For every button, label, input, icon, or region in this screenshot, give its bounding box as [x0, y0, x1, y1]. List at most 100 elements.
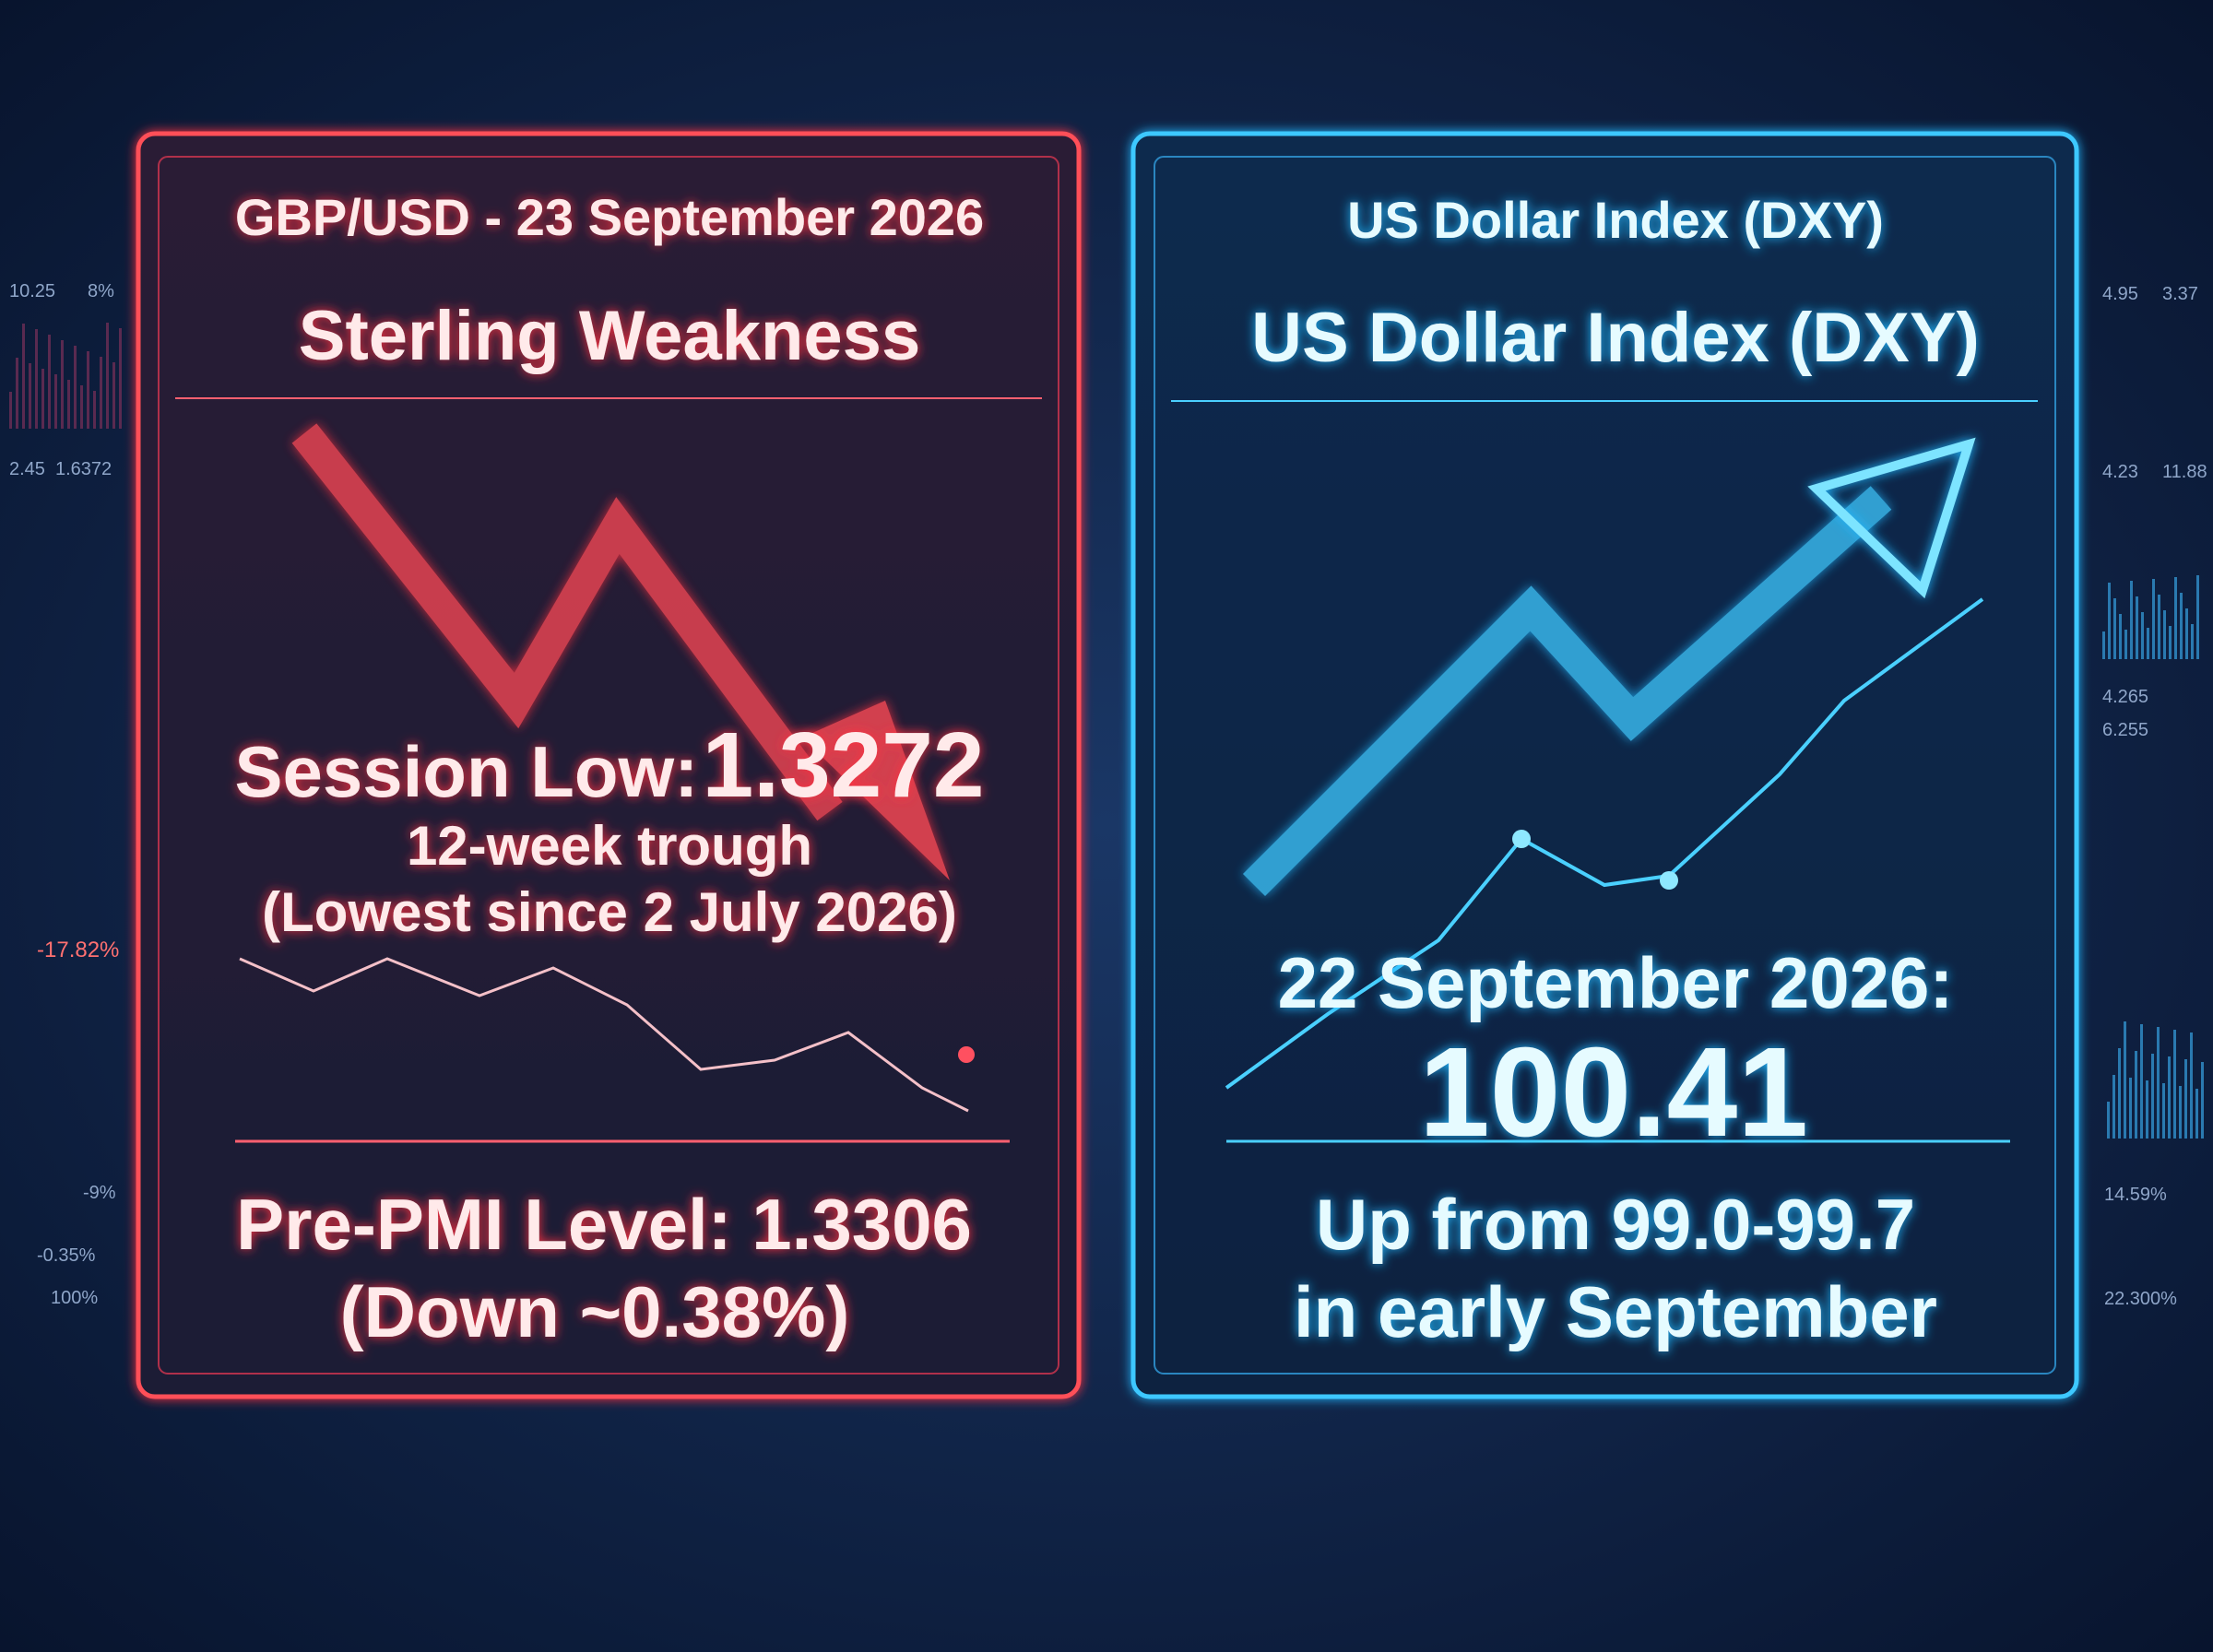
decor-bar: [2107, 1102, 2110, 1139]
decor-bar: [2151, 1054, 2154, 1139]
change: (Down ~0.38%): [340, 1271, 850, 1352]
side-figure: -17.82%: [37, 938, 119, 962]
value: 100.41: [1419, 1021, 1808, 1163]
decor-bar: [2140, 1024, 2143, 1139]
decor-bar: [16, 358, 18, 429]
side-figure: -0.35%: [37, 1245, 96, 1266]
side-figure: -9%: [83, 1183, 116, 1203]
side-figure: 3.37: [2162, 284, 2198, 304]
decor-bar: [112, 362, 115, 429]
side-figure: 4.23: [2102, 462, 2138, 482]
decor-bar: [2102, 631, 2105, 659]
decor-bar: [2191, 624, 2194, 659]
side-figure: 4.95: [2102, 284, 2138, 304]
decor-bar: [2180, 593, 2183, 659]
decor-bar: [61, 340, 64, 429]
decor-bar: [2108, 583, 2111, 659]
decor-bar: [35, 329, 38, 429]
decor-bar: [2201, 1062, 2204, 1139]
decor-bar: [2168, 1056, 2171, 1139]
note: (Lowest since 2 July 2026): [262, 881, 957, 943]
side-figure: 4.265: [2102, 687, 2148, 707]
decor-bar: [2190, 1032, 2193, 1139]
panel-left: [136, 131, 1082, 1399]
side-figure: 1.6372: [55, 459, 112, 479]
range: Up from 99.0-99.7: [1316, 1184, 1915, 1265]
decor-bar: [100, 357, 102, 429]
decor-bar: [87, 351, 89, 429]
decor-bar: [2124, 630, 2127, 659]
decor-bar: [2135, 1051, 2137, 1139]
decor-bar: [2129, 1078, 2132, 1139]
panel-header: GBP/USD - 23 September 2026: [235, 188, 984, 246]
decor-bar: [2173, 1030, 2176, 1139]
side-figure: 10.25: [9, 281, 55, 301]
range: in early September: [1294, 1271, 1937, 1352]
note: 12-week trough: [407, 815, 812, 877]
decor-bar: [67, 380, 70, 429]
decor-bar: [2179, 1086, 2182, 1139]
panel-header: US Dollar Index (DXY): [1347, 191, 1884, 249]
decor-bar: [2158, 595, 2160, 659]
decor-bar: [2118, 1048, 2121, 1139]
panel-title: US Dollar Index (DXY): [1251, 299, 1980, 377]
session-low: Session Low: 1.3272: [234, 714, 984, 817]
decor-bar: [2146, 1080, 2148, 1139]
panel-title: Sterling Weakness: [299, 297, 920, 375]
decor-bar: [2196, 575, 2199, 659]
decor-bar: [2147, 628, 2149, 659]
trend-line: [1225, 597, 1984, 1090]
decor-bar: [2169, 626, 2172, 659]
decor-bar: [2124, 1021, 2126, 1139]
arrow-head: [1807, 437, 1976, 599]
decor-bar: [2136, 596, 2138, 659]
decor-bar: [54, 374, 57, 429]
side-figure: 8%: [88, 281, 114, 301]
date: 22 September 2026:: [1278, 942, 1954, 1023]
decor-bar: [119, 328, 122, 429]
decor-bar: [2112, 1075, 2115, 1139]
decor-bar: [22, 324, 25, 429]
decor-bar: [2157, 1027, 2160, 1139]
decor-bar: [2163, 610, 2166, 659]
decor-bar: [29, 363, 31, 429]
marker: [1660, 871, 1678, 890]
decor-bar: [2162, 1083, 2165, 1139]
panel-right-inner: [1154, 156, 2056, 1375]
decor-bar: [48, 335, 51, 429]
decor-bar: [93, 391, 96, 429]
decor-bar: [2141, 612, 2144, 659]
decor-bar: [2185, 608, 2188, 659]
decor-bar: [2174, 577, 2177, 659]
marker: [958, 1046, 975, 1063]
value: 1.3272: [703, 714, 985, 817]
side-figure: 100%: [51, 1288, 98, 1308]
decor-bar: [2130, 581, 2133, 659]
decor-bar: [2113, 598, 2116, 659]
side-figure: 11.88: [2162, 462, 2207, 482]
decor-bar: [9, 392, 12, 429]
decor-bar: [106, 323, 109, 429]
price-line: [239, 957, 969, 1113]
pre-pmi: Pre-PMI Level: 1.3306: [236, 1184, 972, 1265]
decor-bar: [2184, 1059, 2187, 1139]
up-arrow: [1242, 486, 1892, 897]
side-figure: 6.255: [2102, 720, 2148, 740]
side-figure: 14.59%: [2104, 1185, 2167, 1205]
down-arrow: [291, 423, 843, 821]
decor-bar: [80, 385, 83, 429]
panel-left-inner: [158, 156, 1059, 1375]
side-figure: 2.45: [9, 459, 45, 479]
arrow-head: [802, 701, 950, 880]
label: Session Low:: [234, 731, 698, 812]
decor-bar: [41, 369, 44, 429]
decor-bar: [2152, 579, 2155, 659]
marker: [1512, 830, 1531, 848]
decor-bar: [2119, 614, 2122, 659]
panel-right: [1130, 131, 2079, 1399]
decor-bar: [2195, 1089, 2198, 1139]
decor-bar: [74, 346, 77, 429]
side-figure: 22.300%: [2104, 1289, 2177, 1309]
